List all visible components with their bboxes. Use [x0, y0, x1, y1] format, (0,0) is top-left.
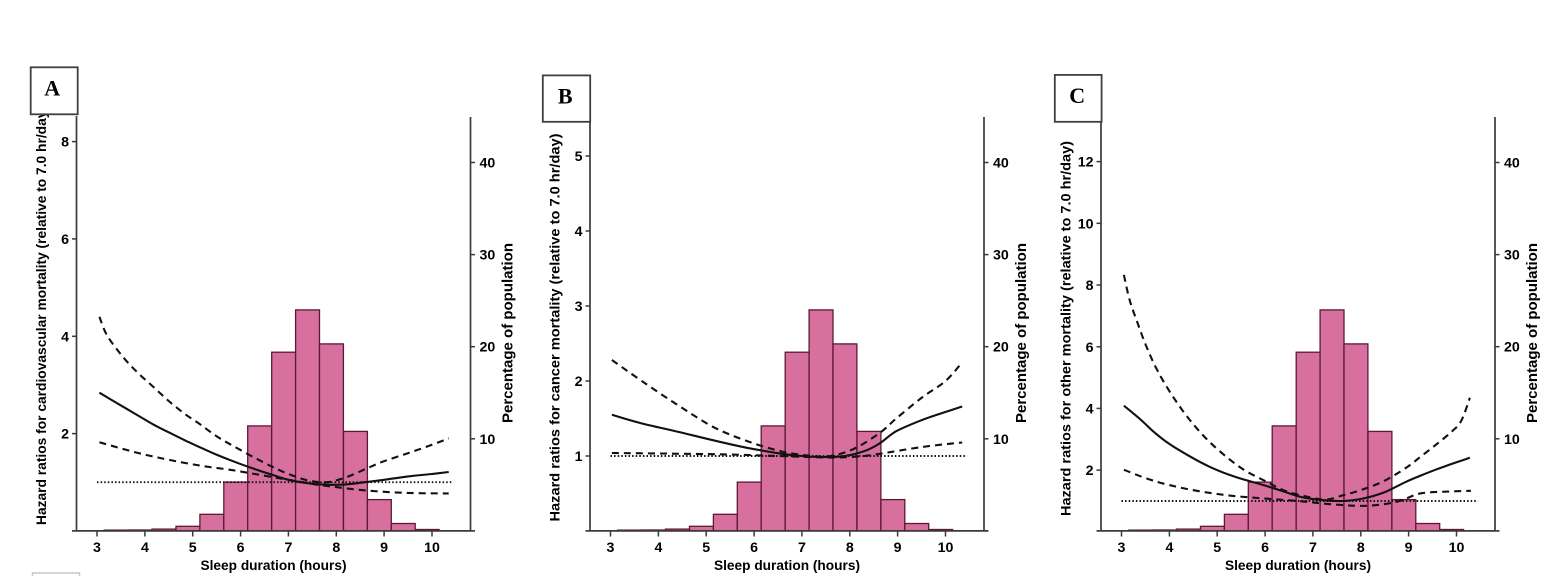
svg-text:6: 6 — [750, 540, 758, 556]
svg-text:B: B — [558, 84, 573, 109]
svg-text:6: 6 — [61, 232, 69, 248]
svg-text:6: 6 — [237, 540, 245, 556]
svg-text:1: 1 — [575, 449, 583, 465]
svg-text:9: 9 — [894, 540, 902, 556]
svg-text:6: 6 — [1086, 340, 1094, 356]
svg-text:Percentage of population: Percentage of population — [1014, 243, 1030, 423]
svg-text:2: 2 — [61, 427, 69, 443]
svg-text:Sleep duration (hours): Sleep duration (hours) — [1225, 558, 1371, 573]
svg-text:5: 5 — [189, 540, 197, 556]
svg-text:9: 9 — [1405, 540, 1413, 556]
svg-text:2: 2 — [575, 374, 583, 390]
svg-text:Hazard ratios for cancer morta: Hazard ratios for cancer mortality (rela… — [547, 134, 563, 522]
svg-text:7: 7 — [798, 540, 806, 556]
svg-text:Hazard ratios for other mortal: Hazard ratios for other mortality (relat… — [1058, 141, 1074, 516]
svg-text:4: 4 — [575, 224, 583, 240]
svg-text:30: 30 — [993, 248, 1009, 264]
svg-text:4: 4 — [61, 329, 69, 345]
svg-text:3: 3 — [575, 299, 583, 315]
svg-text:8: 8 — [61, 135, 69, 151]
svg-text:4: 4 — [141, 540, 149, 556]
svg-text:5: 5 — [702, 540, 710, 556]
svg-text:8: 8 — [846, 540, 854, 556]
svg-text:5: 5 — [1213, 540, 1221, 556]
svg-text:Percentage of population: Percentage of population — [1525, 243, 1541, 423]
svg-text:10: 10 — [993, 432, 1009, 448]
svg-text:8: 8 — [1086, 278, 1094, 294]
svg-text:3: 3 — [607, 540, 615, 556]
svg-text:12: 12 — [1078, 155, 1094, 171]
svg-text:9: 9 — [380, 540, 388, 556]
svg-text:2: 2 — [1086, 463, 1094, 479]
svg-text:3: 3 — [1118, 540, 1126, 556]
svg-text:30: 30 — [1504, 248, 1520, 264]
svg-text:20: 20 — [1504, 340, 1520, 356]
svg-text:Hazard ratios for cardiovascul: Hazard ratios for cardiovascular mortali… — [33, 106, 49, 525]
svg-text:10: 10 — [938, 540, 954, 556]
svg-text:4: 4 — [1086, 401, 1094, 417]
svg-text:10: 10 — [480, 432, 496, 448]
svg-text:40: 40 — [1504, 156, 1520, 172]
svg-text:C: C — [1069, 83, 1085, 108]
svg-text:4: 4 — [1165, 540, 1173, 556]
svg-text:7: 7 — [284, 540, 292, 556]
svg-text:7: 7 — [1309, 540, 1317, 556]
svg-text:30: 30 — [480, 248, 496, 264]
svg-text:20: 20 — [993, 340, 1009, 356]
svg-text:10: 10 — [1504, 432, 1520, 448]
svg-text:8: 8 — [332, 540, 340, 556]
svg-text:20: 20 — [480, 340, 496, 356]
svg-text:10: 10 — [1449, 540, 1465, 556]
svg-text:40: 40 — [480, 156, 496, 172]
svg-text:4: 4 — [654, 540, 662, 556]
svg-text:5: 5 — [575, 149, 583, 165]
svg-text:Sleep duration (hours): Sleep duration (hours) — [201, 558, 347, 573]
svg-text:Percentage of population: Percentage of population — [501, 243, 517, 423]
svg-text:10: 10 — [424, 540, 440, 556]
svg-text:6: 6 — [1261, 540, 1269, 556]
svg-text:10: 10 — [1078, 216, 1094, 232]
svg-text:A: A — [44, 76, 60, 101]
svg-text:3: 3 — [93, 540, 101, 556]
svg-text:8: 8 — [1357, 540, 1365, 556]
svg-text:Sleep duration (hours): Sleep duration (hours) — [714, 558, 860, 573]
svg-text:40: 40 — [993, 156, 1009, 172]
